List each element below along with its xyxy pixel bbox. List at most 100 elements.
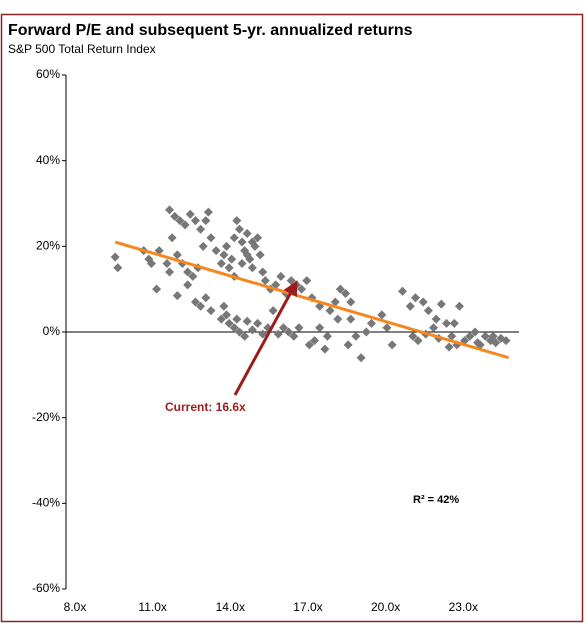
point <box>325 306 335 316</box>
point <box>183 280 193 290</box>
point <box>237 258 247 268</box>
point <box>216 258 226 268</box>
point <box>234 224 244 234</box>
point <box>322 331 332 341</box>
point <box>447 331 457 341</box>
point <box>405 301 415 311</box>
point <box>278 323 288 333</box>
point <box>229 323 239 333</box>
chart-subtitle: S&P 500 Total Return Index <box>8 42 156 56</box>
point <box>146 258 156 268</box>
point <box>418 297 428 307</box>
x-tick-label: 23.0x <box>449 600 478 614</box>
point <box>423 306 433 316</box>
point <box>240 331 250 341</box>
point <box>387 340 397 350</box>
point <box>170 211 180 221</box>
trendline <box>114 240 510 360</box>
point <box>330 297 340 307</box>
point <box>185 209 195 219</box>
point <box>201 293 211 303</box>
y-tick-label: 40% <box>36 153 60 167</box>
point <box>183 267 193 277</box>
point <box>473 338 483 348</box>
point <box>255 250 265 260</box>
point <box>172 250 182 260</box>
point <box>113 263 123 273</box>
point <box>276 271 286 281</box>
point <box>488 331 498 341</box>
point <box>449 318 459 328</box>
x-tick-label: 11.0x <box>138 600 166 614</box>
point <box>297 284 307 294</box>
point <box>165 205 175 215</box>
point <box>175 216 185 226</box>
point <box>346 314 356 324</box>
point <box>268 306 278 316</box>
chart-title: Forward P/E and subsequent 5-yr. annuali… <box>8 22 413 39</box>
point <box>491 338 501 348</box>
point <box>501 336 511 346</box>
point <box>258 329 268 339</box>
point <box>152 284 162 294</box>
point <box>201 216 211 226</box>
y-tick-label: 20% <box>36 239 60 253</box>
point <box>206 233 216 243</box>
point <box>253 233 263 243</box>
y-tick-label: -40% <box>32 496 60 510</box>
point <box>470 327 480 337</box>
y-tick-label: -20% <box>32 410 60 424</box>
point <box>341 288 351 298</box>
point <box>198 241 208 251</box>
annotation: R² = 42% <box>413 494 459 506</box>
point <box>382 323 392 333</box>
point <box>242 228 252 238</box>
x-tick-label: 8.0x <box>64 600 87 614</box>
x-tick-label: 17.0x <box>293 600 322 614</box>
point <box>260 276 270 286</box>
point <box>237 237 247 247</box>
point <box>356 353 366 363</box>
y-tick-label: -60% <box>32 581 60 595</box>
point <box>465 331 475 341</box>
point <box>284 327 294 337</box>
point <box>343 340 353 350</box>
point <box>211 246 221 256</box>
point <box>304 340 314 350</box>
point <box>245 254 255 264</box>
point <box>110 252 120 262</box>
point <box>429 323 439 333</box>
y-tick-label: 0% <box>43 324 61 338</box>
point <box>258 267 268 277</box>
point <box>224 318 234 328</box>
point <box>361 327 371 337</box>
point <box>190 216 200 226</box>
x-tick-label: 20.0x <box>371 600 400 614</box>
point <box>165 267 175 277</box>
annotation-arrow <box>233 280 298 396</box>
point <box>203 207 213 217</box>
point <box>221 241 231 251</box>
point <box>436 299 446 309</box>
point <box>351 331 361 341</box>
point <box>188 271 198 281</box>
point <box>196 224 206 234</box>
point <box>253 318 263 328</box>
point <box>219 250 229 260</box>
point <box>333 314 343 324</box>
point <box>242 250 252 260</box>
point <box>410 293 420 303</box>
point <box>247 325 257 335</box>
point <box>454 301 464 311</box>
point <box>247 263 257 273</box>
point <box>216 314 226 324</box>
point <box>227 254 237 264</box>
point <box>413 336 423 346</box>
point <box>480 331 490 341</box>
point <box>180 220 190 230</box>
point <box>431 314 441 324</box>
point <box>224 263 234 273</box>
point <box>196 301 206 311</box>
point <box>229 233 239 243</box>
